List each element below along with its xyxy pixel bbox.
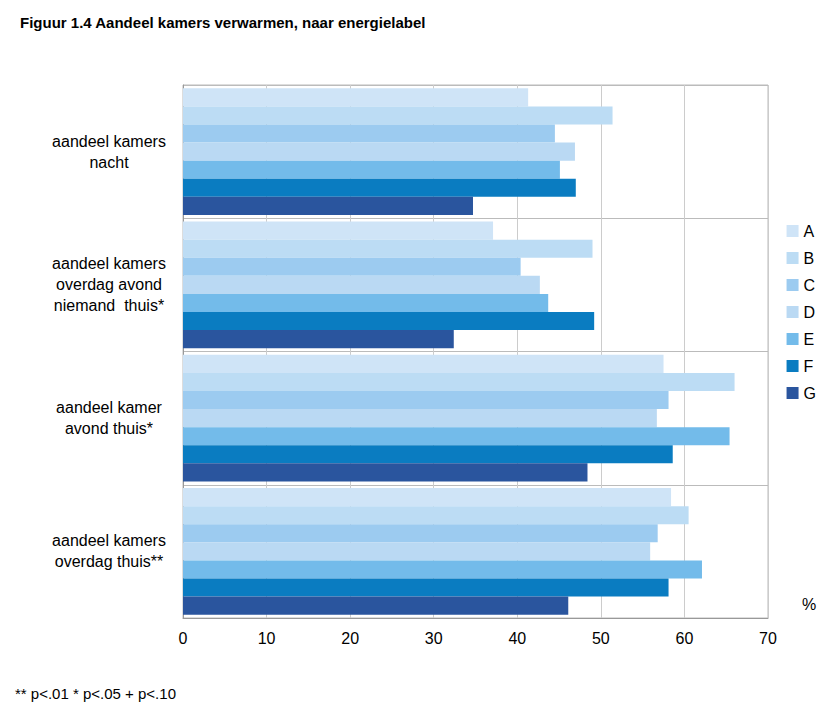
svg-text:aandeel kamers: aandeel kamers	[52, 255, 166, 272]
svg-text:avond thuis*: avond thuis*	[65, 420, 153, 437]
svg-text:70: 70	[759, 630, 777, 647]
svg-text:50: 50	[592, 630, 610, 647]
svg-text:0: 0	[179, 630, 188, 647]
svg-text:A: A	[804, 223, 815, 240]
svg-text:G: G	[804, 385, 816, 402]
svg-text:niemand thuis*: niemand thuis*	[54, 297, 164, 314]
svg-text:** p<.01 * p<.05 + p<.10: ** p<.01 * p<.05 + p<.10	[15, 685, 176, 702]
svg-text:40: 40	[508, 630, 526, 647]
svg-text:30: 30	[425, 630, 443, 647]
svg-text:10: 10	[258, 630, 276, 647]
svg-text:%: %	[802, 596, 816, 613]
svg-text:B: B	[804, 250, 815, 267]
svg-text:overdag thuis**: overdag thuis**	[55, 553, 164, 570]
svg-text:overdag avond: overdag avond	[56, 276, 162, 293]
svg-text:aandeel kamers: aandeel kamers	[52, 532, 166, 549]
svg-text:E: E	[804, 331, 815, 348]
svg-text:F: F	[804, 358, 814, 375]
svg-text:D: D	[804, 304, 816, 321]
svg-text:aandeel kamers: aandeel kamers	[52, 133, 166, 150]
svg-text:aandeel kamer: aandeel kamer	[56, 399, 163, 416]
svg-text:C: C	[804, 277, 816, 294]
svg-text:nacht: nacht	[89, 154, 129, 171]
svg-text:20: 20	[341, 630, 359, 647]
svg-text:Figuur 1.4 Aandeel kamers verw: Figuur 1.4 Aandeel kamers verwarmen, naa…	[20, 14, 425, 31]
svg-text:60: 60	[676, 630, 694, 647]
